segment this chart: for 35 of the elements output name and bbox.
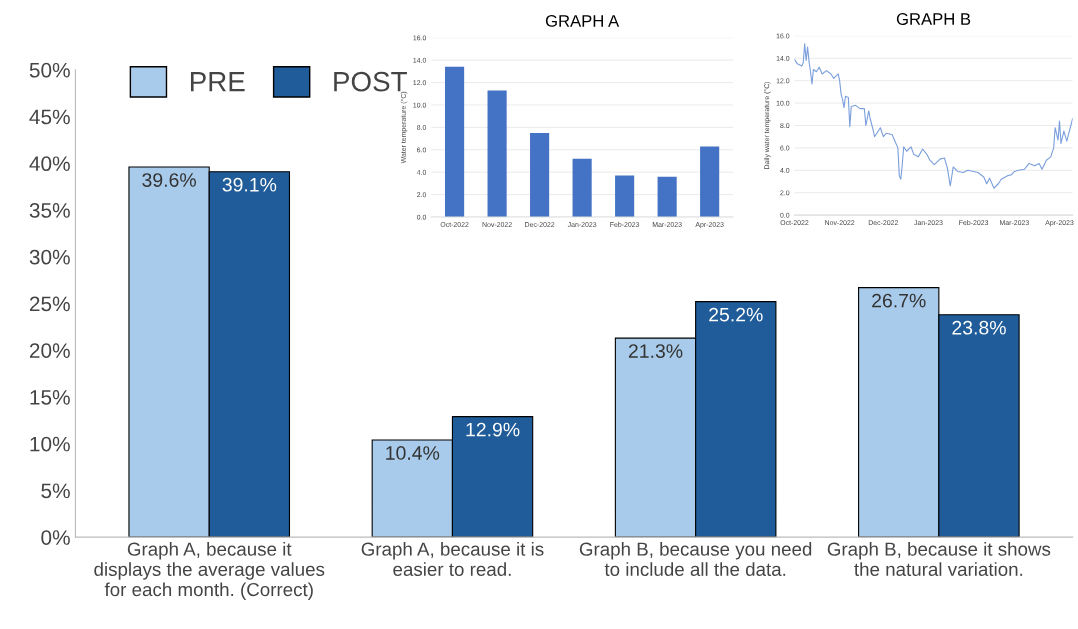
data-label: 25.2% (709, 307, 763, 322)
y-tick-label: 45% (29, 109, 70, 125)
y-tick-label: 10% (30, 436, 70, 452)
data-label: 39.6% (142, 173, 196, 187)
x-tick-label: Graph A, because it is easier to read. (361, 542, 544, 576)
bar (572, 158, 592, 217)
data-label: 10.4% (386, 446, 440, 460)
bar (487, 90, 507, 217)
data-label: 39.1% (222, 177, 277, 192)
y-tick-label: 40% (29, 156, 70, 172)
bar (530, 132, 550, 217)
data-label: 12.9% (466, 422, 520, 437)
line-series (794, 43, 1073, 189)
y-tick-label: 35% (29, 203, 70, 218)
legend-label: PRE (190, 72, 245, 92)
bar (700, 146, 720, 217)
data-label: 26.7% (872, 293, 926, 308)
x-tick-label: Graph B, because it shows the natural variation. (827, 542, 1051, 576)
y-tick-label: 30% (29, 249, 70, 265)
legend-label: POST (334, 71, 407, 92)
y-tick-label: 5% (41, 483, 70, 499)
y-tick-label: 0% (41, 530, 70, 545)
y-tick-label: 20% (29, 343, 70, 358)
y-tick-label: 15% (30, 390, 70, 405)
bar (445, 66, 465, 217)
data-label: 21.3% (628, 344, 683, 358)
bar (615, 175, 635, 217)
bar (657, 176, 677, 217)
x-tick-label: Graph A, because it displays the average values for each month. (Correct) (94, 542, 325, 600)
chart-title: GRAPH B (896, 13, 971, 25)
y-tick-label: 25% (29, 296, 70, 312)
data-label: 23.8% (952, 320, 1006, 335)
y-tick-label: 50% (29, 62, 70, 78)
chart-title: GRAPH A (545, 14, 620, 27)
x-tick-label: Graph B, because you need to include all the data. (579, 542, 812, 576)
